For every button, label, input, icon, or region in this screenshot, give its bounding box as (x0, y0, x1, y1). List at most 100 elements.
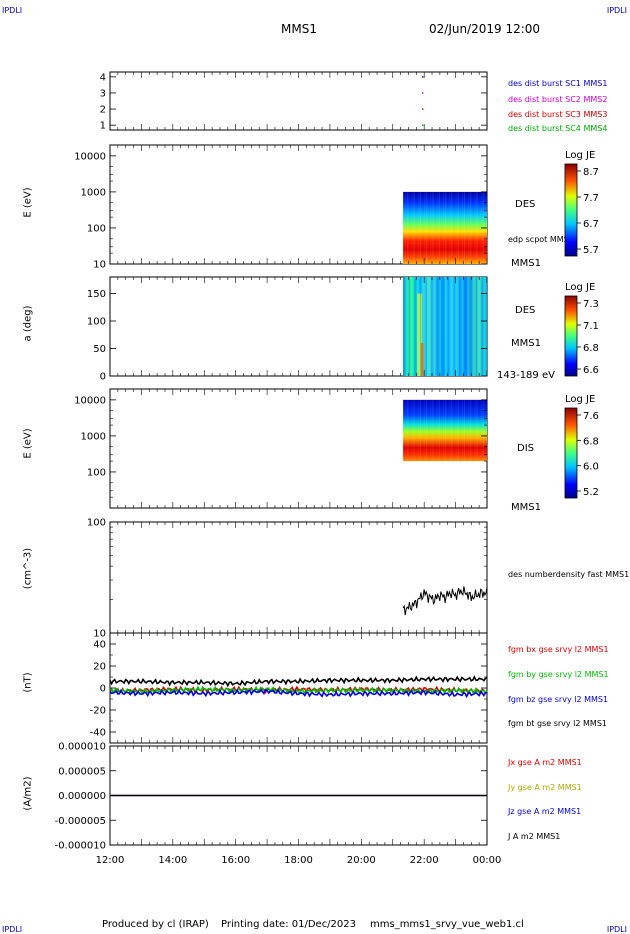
spectrogram-stripe (417, 399, 419, 462)
pitch-stripe (464, 277, 467, 376)
des-pitch-species-label: DES (515, 305, 536, 316)
colorbar-tick-label: 7.7 (583, 193, 599, 204)
pitch-stripe (405, 277, 408, 376)
spectrogram-stripe (428, 400, 429, 461)
spectrogram-stripe (474, 399, 476, 462)
footer-filename: mms_mms1_srvy_vue_web1.cl (370, 919, 524, 930)
spectrogram-stripe (463, 191, 465, 264)
spectrogram-stripe (472, 400, 473, 461)
spectrogram-stripe (480, 399, 482, 462)
spectrogram-stripe (479, 400, 480, 461)
spectrogram-stripe (470, 399, 472, 462)
burst-point (421, 92, 424, 94)
pitch-stripe (475, 277, 478, 376)
spectrogram-stripe (463, 399, 465, 462)
spectrogram-stripe (417, 191, 419, 264)
spectrogram-stripe (426, 191, 428, 264)
dis-species-label: DIS (517, 443, 534, 454)
corner-label-bottom-right: IPDLI (606, 925, 627, 934)
pitch-stripe (470, 277, 472, 376)
pitch-stripe (414, 277, 416, 376)
colorbar (564, 163, 578, 257)
colorbar-tick-label: 6.7 (583, 219, 599, 230)
spectrogram-stripe (442, 399, 445, 462)
corner-label-top-right: IPDLI (606, 6, 627, 15)
spectrogram-stripe (466, 400, 467, 461)
colorbar-tick-label: 6.0 (583, 462, 599, 473)
pitch-stripe (467, 277, 469, 376)
colorbar-tick-label: 5.7 (583, 245, 599, 256)
legend-bt: fgm bt gse srvy l2 MMS1 (508, 719, 607, 728)
pitch-stripe (425, 277, 427, 376)
pitch-stripe (422, 277, 425, 376)
pitch-stripe (428, 277, 430, 376)
spectrogram-stripe (428, 192, 429, 264)
colorbar-tick-label: 7.1 (583, 321, 599, 332)
legend-sc2: des dist burst SC2 MMS2 (508, 95, 608, 104)
spectrogram-stripe (460, 400, 461, 461)
colorbar-tick-label: 8.7 (583, 167, 599, 178)
colorbar3-title: Log JE (565, 394, 596, 405)
y-tick-label: 0.000000 (58, 791, 106, 802)
y-tick-label: 10000 (74, 151, 106, 162)
y-tick-label: 3 (100, 88, 106, 99)
spectrogram-stripe (461, 399, 463, 462)
spectrogram-stripe (449, 191, 451, 264)
spectrogram-stripe (441, 400, 442, 461)
x-tick-label: 12:00 (96, 855, 125, 866)
colorbar-tick-label: 6.8 (583, 436, 599, 447)
spectrogram-stripe (432, 191, 434, 264)
colorbar-tick-label: 7.3 (583, 299, 599, 310)
y-tick-label: 2 (100, 105, 106, 116)
pitch-stripe (456, 277, 458, 376)
pitch-stripe (478, 277, 481, 376)
spectrogram-stripe (435, 192, 436, 264)
spectrogram-stripe (426, 399, 428, 462)
spectrogram-stripe (479, 192, 480, 264)
footer-producer: Produced by cl (IRAP) (102, 919, 209, 930)
y-tick-label: 10 (93, 260, 106, 271)
colorbar-tick-label: 7.6 (583, 411, 599, 422)
density-legend: des numberdensity fast MMS1 (508, 570, 630, 579)
colorbar (564, 295, 578, 377)
spectrogram-stripe (441, 192, 442, 264)
spectrogram-stripe (470, 191, 472, 264)
legend-jy: Jy gse A m2 MMS1 (508, 783, 582, 792)
pitch-stripe (484, 277, 486, 376)
y-tick-label: 150 (87, 289, 106, 300)
x-tick-label: 14:00 (158, 855, 187, 866)
spectrogram-stripe (413, 191, 415, 264)
spectrogram-stripe (453, 192, 454, 264)
spectrogram-stripe (476, 191, 478, 264)
y-tick-label: 0.000005 (58, 766, 106, 777)
pitch-stripe (453, 277, 455, 376)
colorbar2-title: Log JE (565, 282, 596, 293)
spectrogram-stripe (419, 191, 421, 264)
burst-point (421, 76, 424, 78)
pitch-stripe (417, 277, 419, 376)
y-tick-label: 100 (87, 467, 106, 478)
spectrogram-stripe (436, 191, 438, 264)
pitch-stripe (408, 277, 411, 376)
spectrogram-stripe (449, 399, 451, 462)
spectrogram-stripe (468, 191, 470, 264)
spectrogram-stripe (447, 192, 448, 264)
spacecraft-title: MMS1 (281, 22, 317, 36)
spectrogram-stripe (430, 399, 432, 462)
pitch-stripe (433, 277, 436, 376)
legend-by: fgm by gse srvy l2 MMS1 (508, 670, 609, 679)
spectrogram-stripe (411, 399, 413, 462)
legend-sc4: des dist burst SC4 MMS4 (508, 124, 608, 133)
spectrogram-stripe (438, 191, 440, 264)
spectrogram-stripe (422, 192, 423, 264)
spectrogram-stripe (405, 399, 407, 462)
y-tick-label: 1 (100, 121, 106, 132)
legend-bz: fgm bz gse srvy l2 MMS1 (508, 695, 609, 704)
legend-j: J A m2 MMS1 (508, 832, 561, 841)
burst-point (421, 108, 424, 110)
y-tick-label: 10 (93, 629, 106, 640)
spectrogram-stripe (457, 399, 459, 462)
spectrogram-stripe (482, 399, 484, 462)
x-tick-label: 00:00 (473, 855, 502, 866)
